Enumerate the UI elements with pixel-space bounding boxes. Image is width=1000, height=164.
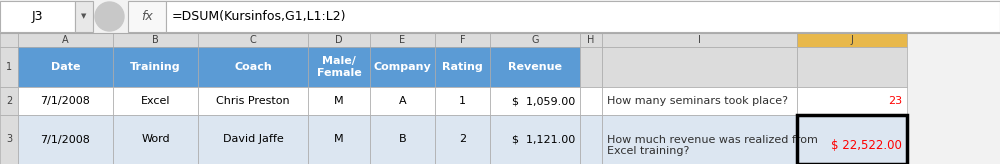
- Bar: [18, 115, 113, 164]
- Text: Chris Preston: Chris Preston: [216, 96, 290, 106]
- Bar: [18, 87, 113, 115]
- Bar: [602, 87, 797, 115]
- Text: Male/
Female: Male/ Female: [317, 56, 361, 78]
- Text: E: E: [399, 35, 406, 45]
- Text: 23: 23: [888, 96, 902, 106]
- Bar: [602, 115, 797, 164]
- Text: =DSUM(Kursinfos,G1,L1:L2): =DSUM(Kursinfos,G1,L1:L2): [172, 10, 347, 23]
- Bar: [0, 33, 18, 47]
- Bar: [166, 1, 1000, 32]
- Bar: [0, 47, 18, 87]
- Text: 7/1/2008: 7/1/2008: [41, 96, 90, 106]
- Bar: [797, 87, 907, 115]
- Text: 2: 2: [6, 96, 12, 106]
- Text: How many seminars took place?: How many seminars took place?: [607, 96, 788, 106]
- Bar: [490, 33, 580, 47]
- Bar: [602, 33, 797, 47]
- Bar: [490, 115, 580, 164]
- Text: J: J: [851, 35, 853, 45]
- Bar: [370, 33, 435, 47]
- Bar: [797, 33, 907, 47]
- Text: G: G: [531, 35, 539, 45]
- Text: 1: 1: [6, 62, 12, 72]
- Bar: [370, 115, 435, 164]
- Text: H: H: [587, 35, 595, 45]
- Bar: [490, 47, 580, 87]
- Bar: [370, 87, 435, 115]
- Circle shape: [95, 2, 124, 31]
- Bar: [490, 87, 580, 115]
- Bar: [0, 87, 18, 115]
- Text: M: M: [334, 96, 344, 106]
- Text: ▼: ▼: [81, 13, 87, 20]
- Bar: [18, 47, 113, 87]
- Bar: [0, 0, 1000, 33]
- Text: Rating: Rating: [442, 62, 483, 72]
- Bar: [198, 115, 308, 164]
- Bar: [580, 47, 602, 87]
- Text: Excel: Excel: [141, 96, 170, 106]
- Text: B: B: [399, 134, 406, 144]
- Bar: [580, 115, 602, 164]
- Text: 2: 2: [459, 134, 466, 144]
- Text: J3: J3: [32, 10, 43, 23]
- Bar: [797, 47, 907, 87]
- Text: A: A: [399, 96, 406, 106]
- Text: Date: Date: [51, 62, 80, 72]
- Bar: [797, 115, 907, 164]
- Bar: [0, 115, 18, 164]
- Text: 7/1/2008: 7/1/2008: [41, 134, 90, 144]
- Bar: [308, 47, 370, 87]
- Bar: [308, 33, 370, 47]
- Text: How much revenue was realized from
Excel training?: How much revenue was realized from Excel…: [607, 135, 818, 156]
- Bar: [580, 33, 602, 47]
- Text: F: F: [460, 35, 465, 45]
- Text: 3: 3: [6, 134, 12, 144]
- Text: Coach: Coach: [234, 62, 272, 72]
- Bar: [797, 115, 907, 164]
- Bar: [198, 87, 308, 115]
- Bar: [128, 1, 166, 32]
- Bar: [435, 87, 490, 115]
- Bar: [308, 87, 370, 115]
- Bar: [18, 33, 113, 47]
- Text: M: M: [334, 134, 344, 144]
- Text: C: C: [250, 35, 256, 45]
- Text: Word: Word: [141, 134, 170, 144]
- Text: A: A: [62, 35, 69, 45]
- Text: I: I: [698, 35, 701, 45]
- Text: B: B: [152, 35, 159, 45]
- Text: $  1,059.00: $ 1,059.00: [512, 96, 575, 106]
- Bar: [435, 33, 490, 47]
- Text: 1: 1: [459, 96, 466, 106]
- Text: $  1,121.00: $ 1,121.00: [512, 134, 575, 144]
- Text: Training: Training: [130, 62, 181, 72]
- Text: Company: Company: [374, 62, 431, 72]
- Text: Revenue: Revenue: [508, 62, 562, 72]
- Text: $ 22,522.00: $ 22,522.00: [831, 139, 902, 152]
- Bar: [435, 115, 490, 164]
- Bar: [435, 47, 490, 87]
- Bar: [198, 33, 308, 47]
- Bar: [198, 47, 308, 87]
- Text: D: D: [335, 35, 343, 45]
- Bar: [113, 115, 198, 164]
- Bar: [113, 47, 198, 87]
- Text: fx: fx: [141, 10, 153, 23]
- Bar: [580, 87, 602, 115]
- Bar: [75, 1, 93, 32]
- Text: David Jaffe: David Jaffe: [223, 134, 283, 144]
- Bar: [113, 87, 198, 115]
- Bar: [370, 47, 435, 87]
- Bar: [113, 33, 198, 47]
- Bar: [0, 1, 75, 32]
- Bar: [308, 115, 370, 164]
- Bar: [602, 47, 797, 87]
